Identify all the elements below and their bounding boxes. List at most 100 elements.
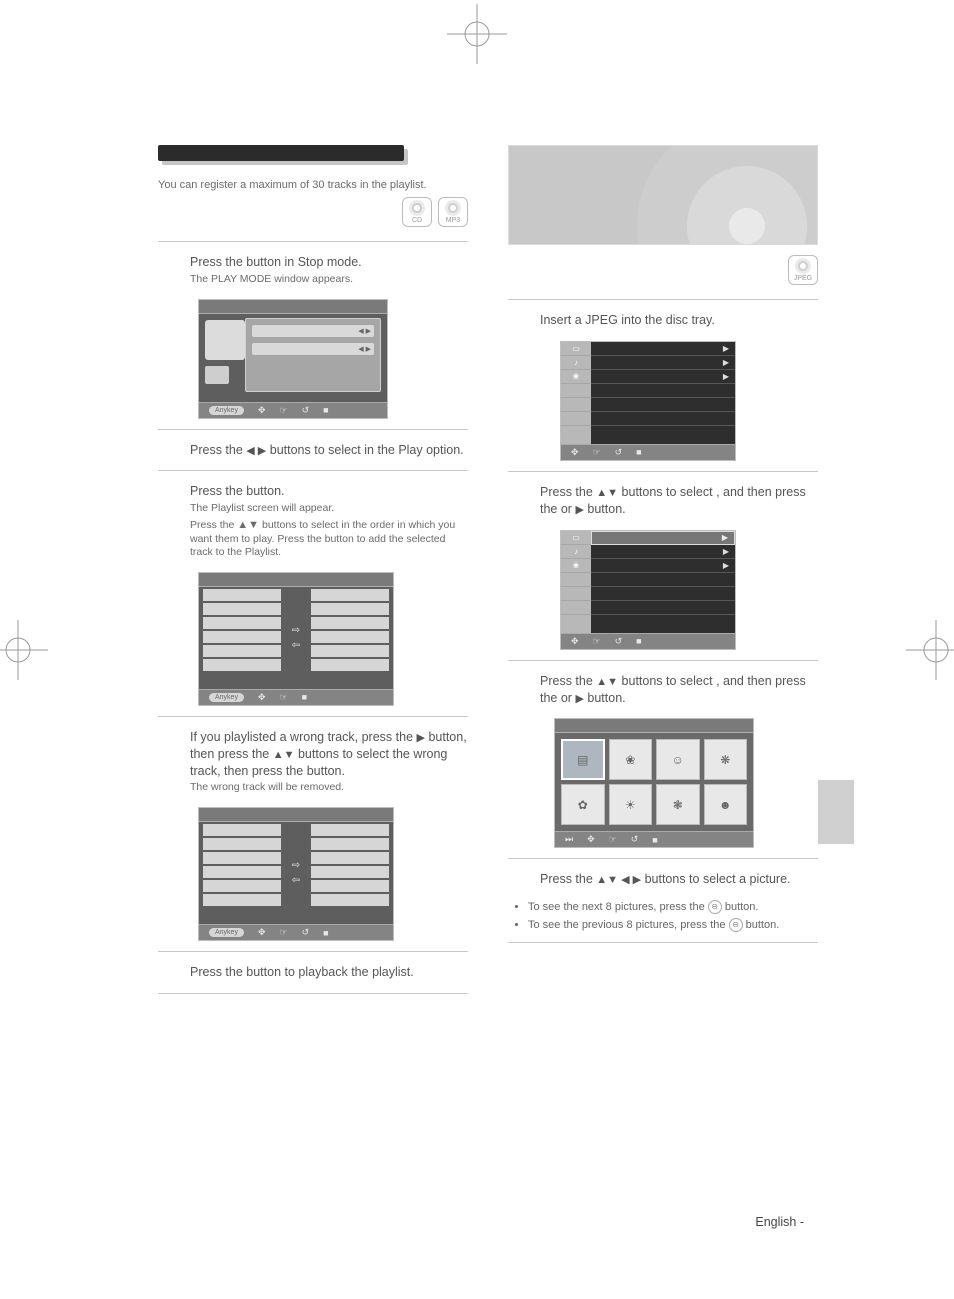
list-item: To see the next 8 pictures, press the ⊖ … bbox=[528, 900, 818, 914]
thumbnail: ❋ bbox=[704, 739, 748, 780]
skip-next-icon: ⊖ bbox=[708, 900, 722, 914]
cross-arrows-icon: ▲▼ ◀ ▶ bbox=[596, 874, 641, 886]
playlist-add-screenshot: ⇨ ⇦ Anykey ✥ ☞ ■ bbox=[198, 572, 394, 706]
text: button. bbox=[307, 764, 345, 778]
text: button. bbox=[725, 901, 759, 913]
up-down-icon: ▲▼ bbox=[273, 749, 295, 761]
right-step-2: Press the ▲▼ buttons to select , and the… bbox=[508, 484, 818, 518]
intro-text: You can register a maximum of 30 tracks … bbox=[158, 179, 468, 191]
text: To see the next 8 pictures, press the bbox=[528, 901, 708, 913]
stop-icon: ■ bbox=[652, 835, 657, 845]
chevron-icon: ◀ ▶ bbox=[355, 327, 374, 335]
left-step-1: Press the button in Stop mode. The PLAY … bbox=[158, 254, 468, 287]
text: in the Play option. bbox=[364, 443, 463, 457]
thumbnail: ❃ bbox=[656, 784, 700, 825]
stop-icon: ■ bbox=[323, 928, 328, 938]
text: buttons to select bbox=[270, 443, 365, 457]
chevron-right-icon: ▶ bbox=[722, 533, 728, 542]
return-icon: ↺ bbox=[615, 447, 623, 458]
thumbnail: ▤ bbox=[561, 739, 605, 780]
divider bbox=[158, 429, 468, 430]
jpeg-list-screenshot-2: ▭ ♪ ❀ ▶ ▶ ▶ ✥ ☞ bbox=[560, 530, 736, 650]
text: button to playback the playlist. bbox=[246, 965, 413, 979]
hand-icon: ☞ bbox=[593, 636, 601, 647]
stop-icon: ■ bbox=[636, 636, 641, 646]
text: Press the bbox=[190, 484, 246, 498]
text: To see the previous 8 pictures, press th… bbox=[528, 919, 729, 931]
text: or bbox=[561, 502, 576, 516]
photo-icon: ❀ bbox=[561, 370, 591, 384]
thumbnail: ❀ bbox=[609, 739, 653, 780]
mp3-badge: MP3 bbox=[438, 197, 468, 227]
registration-mark-left bbox=[0, 620, 48, 680]
registration-mark-top bbox=[447, 4, 507, 64]
skip-prev-icon: ⊖ bbox=[729, 918, 743, 932]
section-heading-bar bbox=[158, 145, 404, 161]
chevron-right-icon: ▶ bbox=[723, 344, 729, 353]
media-badges-row: CD MP3 bbox=[158, 197, 468, 227]
hand-icon: ☞ bbox=[593, 447, 601, 458]
arrow-right-icon: ⇨ bbox=[292, 860, 300, 871]
stop-icon: ■ bbox=[323, 405, 328, 415]
divider bbox=[508, 858, 818, 859]
right-icon: ▶ bbox=[575, 504, 583, 516]
jpeg-badge-row: JPEG bbox=[508, 255, 818, 285]
text: The wrong track will be removed. bbox=[190, 781, 468, 795]
right-icon: ▶ bbox=[575, 693, 583, 705]
move-icon: ✥ bbox=[258, 927, 266, 938]
text: button in Stop mode. bbox=[246, 255, 361, 269]
up-down-icon: ▲▼ bbox=[237, 519, 259, 531]
folder-icon: ▭ bbox=[561, 342, 591, 356]
divider bbox=[508, 660, 818, 661]
arrow-right-icon: ⇨ bbox=[292, 625, 300, 636]
text: If you playlisted a wrong track, press t… bbox=[190, 730, 417, 744]
divider bbox=[158, 993, 468, 994]
text: Press the bbox=[190, 519, 237, 531]
return-icon: ↺ bbox=[302, 405, 310, 416]
manual-page: You can register a maximum of 30 tracks … bbox=[0, 0, 954, 1299]
list-item: To see the previous 8 pictures, press th… bbox=[528, 918, 818, 932]
chevron-icon: ◀ ▶ bbox=[355, 345, 374, 353]
right-step-1: Insert a JPEG into the disc tray. bbox=[508, 312, 818, 329]
mp3-badge-label: MP3 bbox=[446, 217, 460, 224]
chevron-right-icon: ▶ bbox=[723, 372, 729, 381]
text: button. bbox=[587, 691, 625, 705]
left-right-icon: ◀ ▶ bbox=[246, 445, 266, 457]
hand-icon: ☞ bbox=[609, 834, 617, 845]
folder-icon: ▭ bbox=[561, 531, 591, 545]
move-icon: ✥ bbox=[571, 636, 579, 647]
move-icon: ✥ bbox=[587, 834, 595, 845]
cd-badge: CD bbox=[402, 197, 432, 227]
chevron-right-icon: ▶ bbox=[723, 561, 729, 570]
move-icon: ✥ bbox=[258, 405, 266, 416]
hand-icon: ☞ bbox=[280, 692, 288, 703]
move-icon: ✥ bbox=[571, 447, 579, 458]
text: buttons to select bbox=[622, 485, 717, 499]
divider bbox=[508, 942, 818, 943]
arrow-left-icon: ⇦ bbox=[292, 640, 300, 651]
divider bbox=[508, 299, 818, 300]
text: button. bbox=[746, 919, 780, 931]
arrow-left-icon: ⇦ bbox=[292, 875, 300, 886]
text: Press the bbox=[190, 443, 246, 457]
text: Press the bbox=[190, 965, 246, 979]
thumbnail-grid-screenshot: ▤ ❀ ☺ ❋ ✿ ☀ ❃ ☻ ⏭ ✥ ☞ bbox=[554, 718, 754, 848]
right-column: JPEG Insert a JPEG into the disc tray. ▭… bbox=[508, 145, 818, 1006]
stop-icon: ■ bbox=[302, 692, 307, 702]
text: buttons to select bbox=[262, 519, 341, 531]
anykey-pill: Anykey bbox=[209, 406, 244, 415]
text: buttons to select a picture. bbox=[645, 872, 791, 886]
text: The PLAY MODE window appears. bbox=[190, 273, 468, 287]
text: Press the bbox=[540, 674, 596, 688]
hand-icon: ☞ bbox=[280, 405, 288, 416]
divider bbox=[158, 470, 468, 471]
jpeg-list-screenshot-1: ▭ ♪ ❀ ▶ ▶ ▶ ✥ ☞ bbox=[560, 341, 736, 461]
anykey-pill: Anykey bbox=[209, 928, 244, 937]
divider bbox=[158, 951, 468, 952]
thumbnail: ✿ bbox=[561, 784, 605, 825]
disc-graphic bbox=[637, 145, 818, 245]
text: Press the bbox=[190, 255, 246, 269]
left-step-3: Press the button. The Playlist screen wi… bbox=[158, 483, 468, 559]
music-icon: ♪ bbox=[561, 545, 591, 559]
bullets: To see the next 8 pictures, press the ⊖ … bbox=[528, 900, 818, 932]
